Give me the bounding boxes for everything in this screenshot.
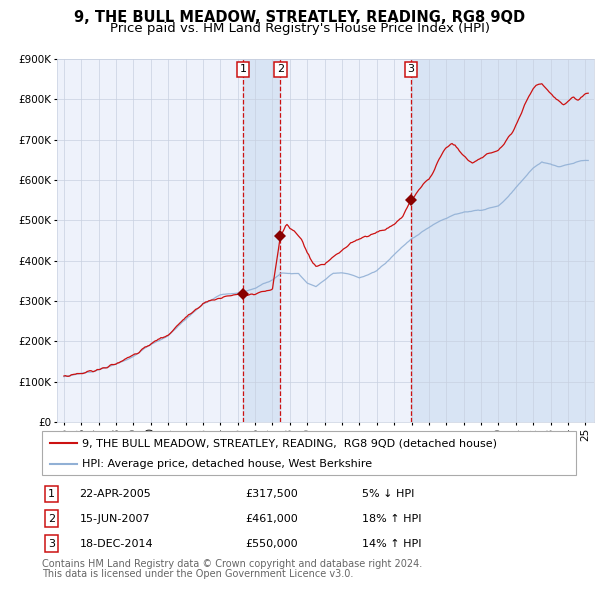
- Text: 9, THE BULL MEADOW, STREATLEY, READING, RG8 9QD: 9, THE BULL MEADOW, STREATLEY, READING, …: [74, 10, 526, 25]
- Text: 18-DEC-2014: 18-DEC-2014: [79, 539, 153, 549]
- Text: 22-APR-2005: 22-APR-2005: [79, 489, 151, 499]
- Text: Contains HM Land Registry data © Crown copyright and database right 2024.: Contains HM Land Registry data © Crown c…: [42, 559, 422, 569]
- Text: 5% ↓ HPI: 5% ↓ HPI: [362, 489, 415, 499]
- Text: 15-JUN-2007: 15-JUN-2007: [79, 514, 150, 523]
- Text: £317,500: £317,500: [245, 489, 298, 499]
- Text: 1: 1: [48, 489, 55, 499]
- Text: 3: 3: [48, 539, 55, 549]
- Text: 14% ↑ HPI: 14% ↑ HPI: [362, 539, 422, 549]
- Text: £461,000: £461,000: [245, 514, 298, 523]
- FancyBboxPatch shape: [42, 431, 576, 475]
- Text: 18% ↑ HPI: 18% ↑ HPI: [362, 514, 422, 523]
- Text: HPI: Average price, detached house, West Berkshire: HPI: Average price, detached house, West…: [82, 459, 372, 469]
- Bar: [243, 59, 280, 422]
- Bar: [411, 59, 594, 422]
- Text: 1: 1: [239, 64, 247, 74]
- Text: Price paid vs. HM Land Registry's House Price Index (HPI): Price paid vs. HM Land Registry's House …: [110, 22, 490, 35]
- Text: 3: 3: [407, 64, 415, 74]
- Text: £550,000: £550,000: [245, 539, 298, 549]
- Text: 2: 2: [48, 514, 55, 523]
- Text: 2: 2: [277, 64, 284, 74]
- Text: This data is licensed under the Open Government Licence v3.0.: This data is licensed under the Open Gov…: [42, 569, 353, 579]
- Text: 9, THE BULL MEADOW, STREATLEY, READING,  RG8 9QD (detached house): 9, THE BULL MEADOW, STREATLEY, READING, …: [82, 438, 497, 448]
